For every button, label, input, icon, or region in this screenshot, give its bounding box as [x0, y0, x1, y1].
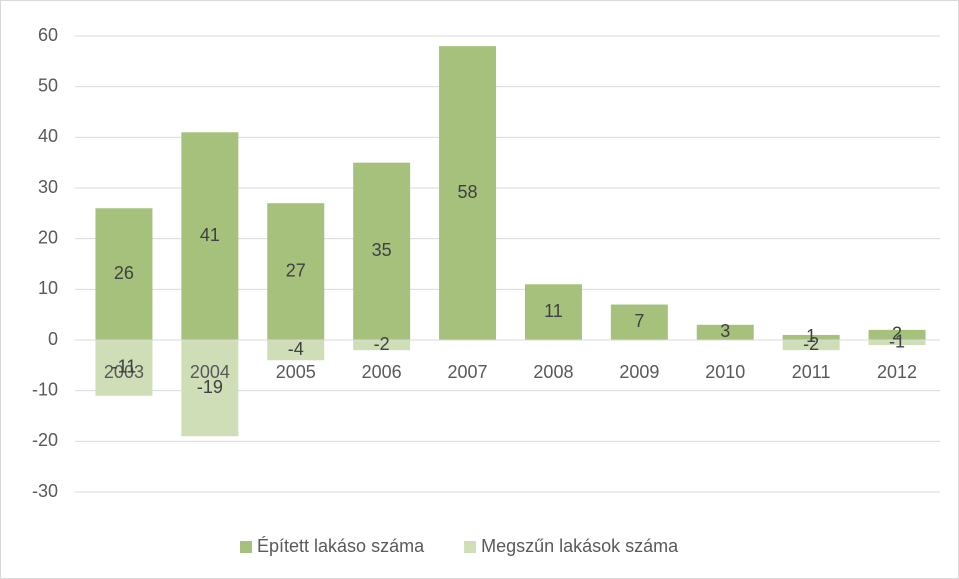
x-tick-label: 2011 — [792, 362, 831, 382]
x-tick-label: 2003 — [104, 362, 144, 382]
data-label: 27 — [286, 260, 306, 280]
data-label: 41 — [200, 225, 220, 245]
bar — [267, 340, 325, 361]
data-label: -1 — [889, 331, 905, 351]
x-tick-label: 2004 — [190, 362, 230, 382]
data-label: 58 — [458, 182, 478, 202]
data-label: -2 — [374, 334, 390, 354]
x-tick-label: 2008 — [533, 362, 573, 382]
bar — [267, 203, 325, 340]
bar — [95, 340, 153, 396]
bar — [696, 324, 754, 340]
data-label: -11 — [112, 357, 137, 377]
legend-swatch — [240, 541, 252, 553]
x-tick-label: 2005 — [276, 362, 316, 382]
legend-label: Megszűn lakások száma — [481, 536, 679, 556]
y-tick-label: 60 — [38, 25, 58, 45]
data-label: -2 — [803, 334, 819, 354]
data-label: -19 — [197, 377, 223, 397]
y-tick-label: 30 — [38, 177, 58, 197]
bar — [782, 334, 840, 340]
bar — [353, 162, 411, 340]
bar — [181, 340, 239, 437]
y-tick-label: 40 — [38, 126, 58, 146]
bar — [782, 340, 840, 351]
bar — [353, 340, 411, 351]
y-tick-label: 20 — [38, 227, 58, 247]
bar — [439, 46, 497, 341]
bar — [868, 340, 926, 346]
legend-swatch — [464, 541, 477, 553]
x-tick-label: 2006 — [362, 362, 402, 382]
data-label: 11 — [544, 301, 563, 321]
x-tick-label: 2010 — [705, 362, 745, 382]
x-tick-label: 2012 — [877, 362, 917, 382]
bar — [181, 132, 239, 340]
bar — [524, 284, 582, 340]
bar — [610, 304, 668, 340]
data-label: 2 — [892, 324, 902, 344]
y-tick-label: 50 — [38, 75, 58, 95]
x-tick-label: 2007 — [448, 362, 488, 382]
y-tick-label: 0 — [48, 329, 58, 349]
legend-label: Épített lakáso száma — [257, 536, 425, 556]
y-tick-label: -30 — [32, 481, 58, 501]
data-label: 1 — [806, 326, 816, 346]
data-label: 7 — [634, 311, 644, 331]
y-tick-label: -20 — [32, 430, 58, 450]
data-label: 3 — [720, 321, 730, 341]
bar — [868, 329, 926, 340]
y-tick-label: -10 — [32, 379, 58, 399]
data-label: -4 — [288, 339, 304, 359]
data-label: 35 — [372, 240, 392, 260]
bar — [95, 208, 153, 340]
y-tick-label: 10 — [38, 278, 58, 298]
data-label: 26 — [114, 263, 134, 283]
x-tick-label: 2009 — [619, 362, 659, 382]
